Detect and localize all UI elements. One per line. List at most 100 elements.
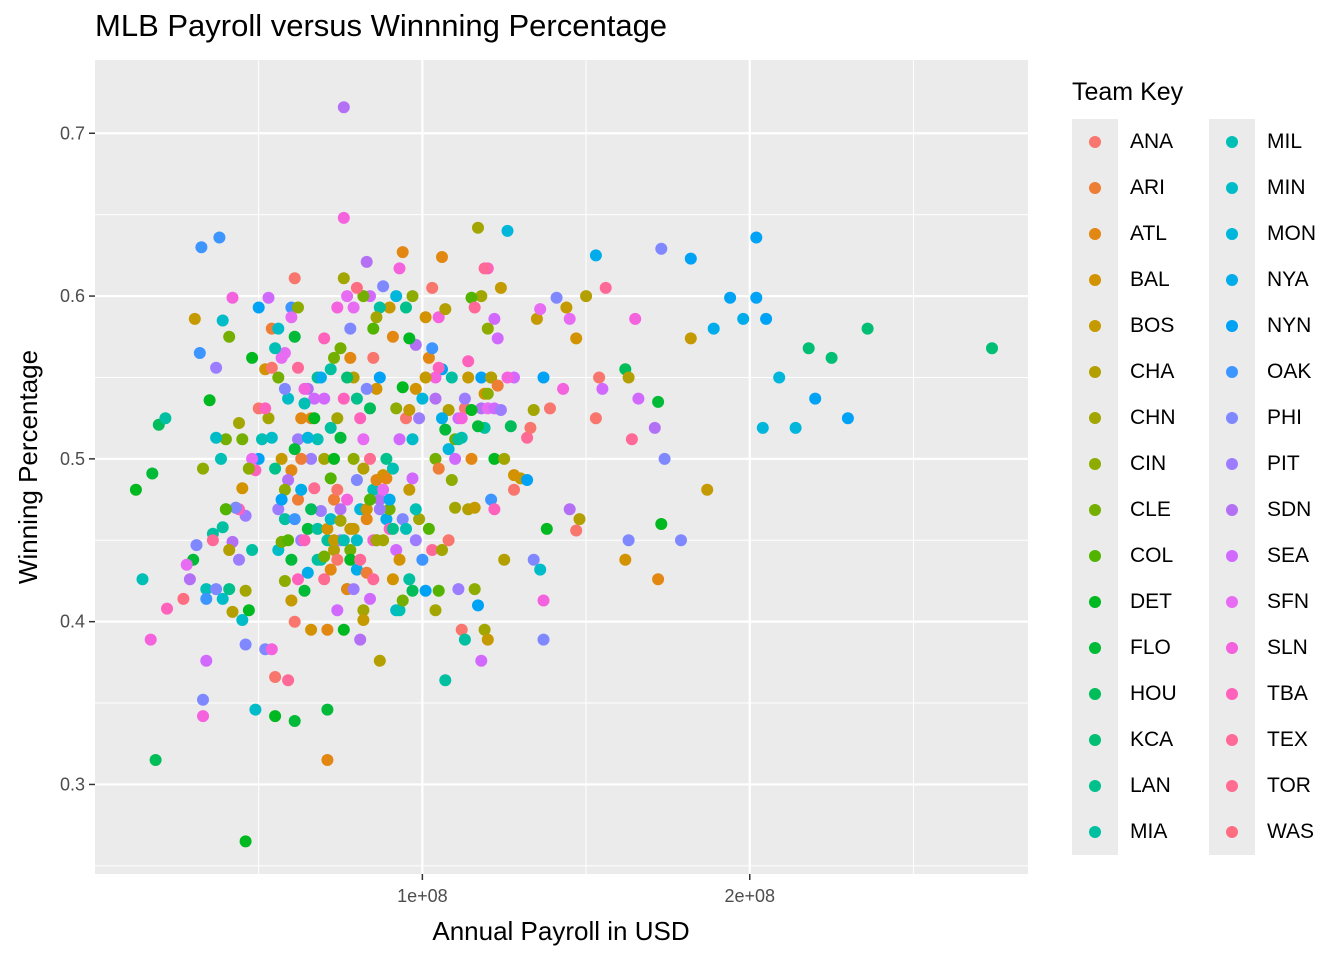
data-point-cle: [396, 594, 409, 607]
data-point-sea: [449, 452, 462, 465]
legend-label: MON: [1255, 211, 1327, 257]
data-point-sea: [318, 392, 331, 405]
legend-item-phi: PHI: [1209, 395, 1337, 441]
data-point-ana: [544, 402, 556, 415]
data-point-atl: [295, 412, 308, 425]
data-point-phi: [210, 583, 223, 596]
data-point-nya: [380, 513, 393, 526]
legend-dot-icon: [1226, 274, 1238, 286]
data-point-cle: [328, 351, 340, 364]
legend-item-flo: FLO: [1072, 625, 1200, 671]
data-point-pit: [494, 404, 507, 416]
data-point-det: [203, 394, 216, 407]
data-point-det: [129, 483, 142, 496]
data-point-tba: [298, 534, 311, 547]
data-point-hou: [305, 503, 318, 516]
data-point-bos: [468, 501, 481, 514]
data-point-tex: [292, 361, 304, 374]
legend-dot-icon: [1089, 136, 1101, 148]
data-point-bos: [462, 371, 475, 384]
legend-key: [1072, 671, 1118, 717]
data-point-det: [242, 604, 255, 617]
legend-dot-icon: [1226, 734, 1238, 746]
data-point-chn: [239, 584, 252, 597]
data-point-oak: [195, 241, 208, 254]
data-point-det: [246, 351, 259, 364]
data-point-cha: [580, 290, 593, 303]
data-point-atl: [324, 563, 337, 576]
data-point-sfn: [285, 311, 298, 324]
data-point-flo: [334, 431, 347, 444]
data-point-cha: [357, 462, 370, 475]
data-point-mon: [301, 431, 314, 444]
data-point-bal: [321, 522, 334, 535]
data-point-mon: [501, 224, 514, 237]
x-tick-label: 2e+08: [724, 886, 775, 906]
data-point-cin: [481, 322, 494, 335]
data-point-oak: [193, 347, 206, 359]
data-point-tba: [259, 402, 272, 415]
x-axis-title: Annual Payroll in USD: [432, 916, 689, 946]
data-point-atl: [380, 472, 393, 485]
data-point-min: [236, 614, 249, 626]
data-point-phi: [655, 242, 668, 255]
legend-dot-icon: [1089, 412, 1101, 424]
data-point-sdn: [183, 573, 196, 586]
data-point-cha: [439, 303, 452, 316]
legend-dot-icon: [1089, 734, 1101, 746]
data-point-was: [350, 281, 363, 294]
legend-dot-icon: [1089, 596, 1101, 608]
data-point-cin: [406, 290, 419, 303]
data-point-min: [282, 392, 295, 405]
legend-label: CHN: [1118, 395, 1190, 441]
legend-key: [1209, 303, 1255, 349]
legend-label: NYA: [1255, 257, 1327, 303]
data-point-det: [396, 381, 409, 394]
data-point-ana: [288, 272, 301, 285]
data-point-tex: [426, 544, 439, 556]
data-point-nya: [295, 483, 308, 496]
data-point-bos: [383, 301, 396, 314]
legend-item-min: MIN: [1209, 165, 1337, 211]
data-point-mia: [373, 301, 386, 314]
legend-item-mil: MIL: [1209, 119, 1337, 165]
data-point-ana: [442, 534, 455, 547]
data-point-flo: [288, 330, 301, 343]
data-point-min: [324, 513, 337, 526]
data-point-sdn: [334, 503, 347, 516]
data-point-bos: [530, 312, 543, 325]
data-point-phi: [344, 322, 357, 335]
data-point-flo: [288, 443, 301, 456]
legend-dot-icon: [1089, 228, 1101, 240]
data-point-bal: [508, 469, 520, 482]
data-point-min: [210, 431, 223, 444]
legend-key: [1209, 487, 1255, 533]
data-point-bos: [481, 633, 494, 646]
legend-label: MIL: [1255, 119, 1327, 165]
data-point-det: [465, 404, 478, 416]
legend-item-mia: MIA: [1072, 809, 1200, 855]
data-point-cle: [429, 452, 442, 465]
data-point-chn: [331, 412, 344, 425]
data-point-lan: [223, 583, 236, 596]
legend-label: ANA: [1118, 119, 1190, 165]
data-point-min: [272, 322, 285, 335]
legend-item-sfn: SFN: [1209, 579, 1337, 625]
y-axis-title: Winning Percentage: [13, 350, 43, 584]
data-point-sea: [406, 472, 419, 485]
y-tick-label: 0.3: [60, 774, 85, 794]
data-point-mia: [439, 674, 452, 687]
data-point-phi: [537, 633, 550, 646]
legend-item-bal: BAL: [1072, 257, 1200, 303]
data-point-sea: [390, 544, 403, 556]
data-point-cha: [442, 404, 455, 416]
legend-key: [1209, 579, 1255, 625]
data-point-bos: [403, 483, 416, 496]
legend-item-mon: MON: [1209, 211, 1337, 257]
data-point-chn: [337, 272, 350, 285]
data-point-det: [488, 452, 501, 465]
data-point-mil: [298, 397, 311, 410]
data-point-sea: [262, 291, 275, 304]
data-point-oak: [288, 513, 301, 526]
data-point-sdn: [373, 493, 386, 506]
